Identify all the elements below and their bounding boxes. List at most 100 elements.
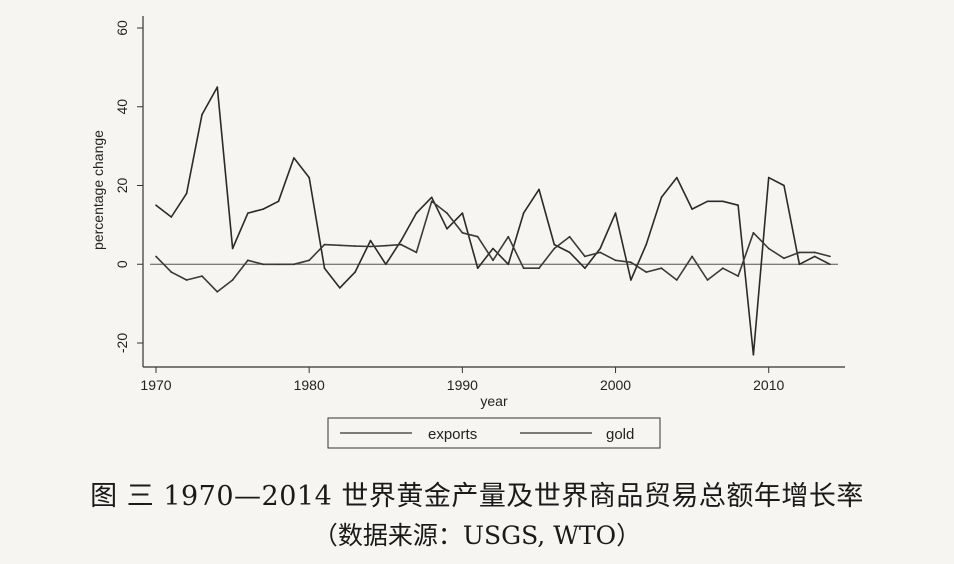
data-point-gold-1988 <box>430 200 433 203</box>
data-point-exports-1994 <box>522 212 525 214</box>
data-point-gold-1983 <box>354 245 356 247</box>
legend-label-exports: exports <box>428 426 477 443</box>
data-point-gold-2005 <box>691 255 693 258</box>
data-point-gold-1998 <box>584 255 586 258</box>
figure-caption-source: （数据来源：USGS, WTO） <box>312 521 642 550</box>
series-line-gold <box>155 200 831 293</box>
data-point-exports-1992 <box>492 247 494 250</box>
y-axis-title: percentage change <box>90 130 106 250</box>
data-point-exports-2005 <box>691 208 693 210</box>
data-point-exports-2009 <box>752 354 755 356</box>
ticks: 1970 1980 1990 2000 2010 -20 0 20 40 60 <box>114 20 785 393</box>
data-point-gold-1975 <box>231 279 234 281</box>
legend-label-gold: gold <box>606 426 634 443</box>
data-point-exports-2012 <box>798 263 801 266</box>
data-point-exports-2008 <box>737 204 739 206</box>
y-tick-label-40: 40 <box>114 99 130 115</box>
data-point-gold-1976 <box>247 259 249 262</box>
data-point-exports-1973 <box>201 113 203 116</box>
data-point-exports-1975 <box>231 247 234 250</box>
data-point-gold-1986 <box>400 243 402 246</box>
data-point-gold-1992 <box>492 259 494 262</box>
data-point-exports-1970 <box>155 204 157 206</box>
data-point-exports-1983 <box>354 271 356 273</box>
data-point-exports-1977 <box>262 208 265 210</box>
data-point-exports-1972 <box>185 192 188 195</box>
data-point-gold-2006 <box>706 279 709 281</box>
data-point-gold-1981 <box>323 243 326 246</box>
x-tick-label-1970: 1970 <box>140 377 171 393</box>
y-tick-label-60: 60 <box>114 20 130 36</box>
data-point-exports-2013 <box>813 255 816 258</box>
data-point-gold-1987 <box>415 251 418 254</box>
data-point-gold-1978 <box>277 263 280 266</box>
data-point-exports-1982 <box>339 287 341 289</box>
data-point-exports-1974 <box>216 86 219 88</box>
data-point-gold-2009 <box>752 232 755 234</box>
data-point-gold-2014 <box>829 255 831 258</box>
data-point-gold-2004 <box>676 279 678 281</box>
data-point-gold-2003 <box>660 267 663 270</box>
data-point-exports-1993 <box>507 263 510 266</box>
y-tick-label-0: 0 <box>114 260 130 268</box>
data-point-exports-1990 <box>461 212 464 214</box>
data-point-gold-1979 <box>293 263 295 266</box>
data-point-exports-2006 <box>706 200 709 203</box>
data-point-exports-1988 <box>430 196 433 199</box>
data-point-exports-1989 <box>446 228 448 230</box>
data-point-gold-1993 <box>507 235 510 238</box>
data-point-exports-2014 <box>829 263 831 266</box>
data-point-gold-1972 <box>185 279 188 281</box>
data-point-gold-2010 <box>767 247 770 250</box>
x-tick-label-1990: 1990 <box>447 377 478 393</box>
data-point-gold-2002 <box>645 271 647 273</box>
y-tick-label--20: -20 <box>114 333 130 353</box>
data-point-gold-1999 <box>599 251 601 254</box>
data-point-gold-1990 <box>461 232 464 234</box>
data-point-exports-2004 <box>676 176 678 179</box>
data-point-gold-2007 <box>722 267 724 270</box>
data-point-exports-1976 <box>247 212 249 214</box>
x-tick-label-2010: 2010 <box>753 377 784 393</box>
x-axis-title: year <box>480 393 508 409</box>
legend-box <box>327 417 661 449</box>
data-point-gold-1974 <box>216 291 219 293</box>
data-point-gold-1973 <box>201 275 203 277</box>
data-point-exports-2001 <box>630 279 632 281</box>
series-group <box>155 86 831 356</box>
data-point-exports-1984 <box>369 239 372 242</box>
data-point-exports-1971 <box>170 216 173 218</box>
data-point-exports-2002 <box>645 243 647 246</box>
data-point-gold-1970 <box>155 255 157 258</box>
data-point-exports-2010 <box>767 176 770 179</box>
data-point-exports-1979 <box>293 157 295 159</box>
data-point-gold-2011 <box>783 257 785 260</box>
line-chart: 1970 1980 1990 2000 2010 -20 0 20 40 60 percentag… <box>90 16 845 449</box>
data-point-gold-2001 <box>630 261 632 264</box>
data-point-gold-2013 <box>813 251 816 254</box>
data-point-gold-1980 <box>308 259 311 262</box>
data-point-exports-2011 <box>783 184 785 187</box>
data-point-exports-1987 <box>415 212 418 214</box>
x-tick-label-1980: 1980 <box>294 377 325 393</box>
series-line-exports <box>155 86 831 356</box>
data-point-gold-2012 <box>798 251 801 254</box>
data-point-exports-1995 <box>538 188 540 191</box>
data-point-gold-1982 <box>339 244 341 247</box>
data-point-gold-2000 <box>614 259 617 262</box>
data-point-gold-1997 <box>568 235 571 238</box>
data-point-exports-1978 <box>277 200 280 203</box>
data-point-gold-1971 <box>170 271 173 273</box>
data-point-exports-1998 <box>584 267 586 270</box>
data-point-exports-1997 <box>568 251 571 254</box>
y-tick-label-20: 20 <box>114 178 130 194</box>
data-point-gold-1989 <box>446 212 448 214</box>
data-point-gold-2008 <box>737 275 739 277</box>
data-point-gold-1977 <box>262 263 265 266</box>
data-point-exports-1999 <box>599 247 601 250</box>
data-point-exports-1981 <box>323 267 326 270</box>
data-point-exports-1980 <box>308 176 311 179</box>
data-point-gold-1994 <box>522 267 525 270</box>
x-tick-label-2000: 2000 <box>600 377 631 393</box>
data-point-exports-1985 <box>385 263 387 266</box>
